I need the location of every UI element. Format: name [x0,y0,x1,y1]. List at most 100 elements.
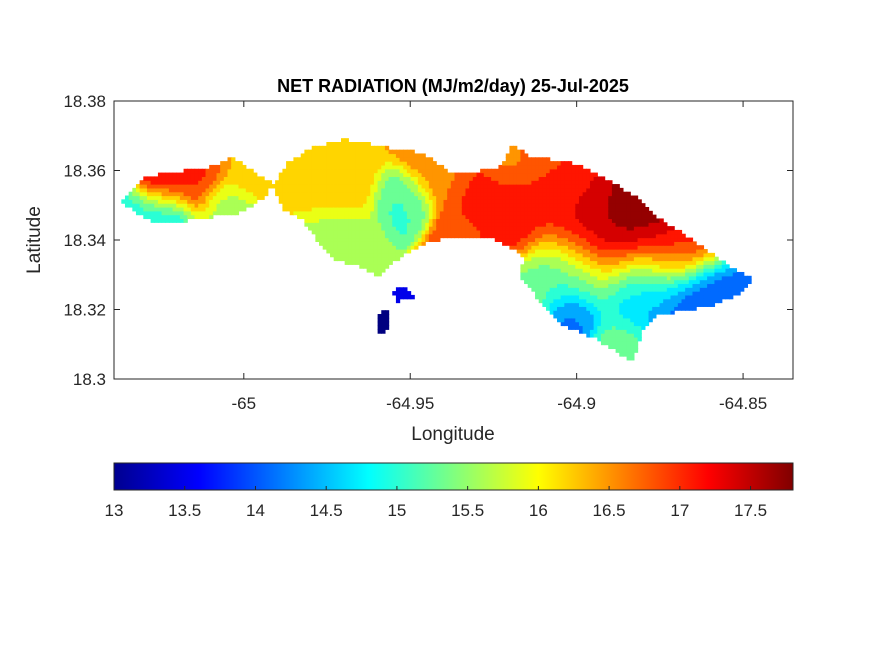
heat-cell [681,268,686,273]
heat-cell [220,206,225,212]
heat-cell [183,168,188,174]
heat-cell [227,184,232,189]
heat-cell [366,233,371,239]
heat-cell [362,260,368,265]
heat-cell [677,279,683,285]
heat-cell [663,287,668,292]
heat-cell [308,161,313,166]
heat-cell [388,222,393,227]
heat-cell [370,252,375,258]
heat-cell [168,191,174,197]
heat-cell [571,176,576,181]
heat-cell [546,195,551,200]
heat-cell [633,233,639,239]
heat-cell [439,172,445,177]
heat-cell [337,203,342,208]
heat-cell [128,195,133,200]
colorbar-tick-label: 17.5 [734,501,767,520]
heat-cell [578,233,584,239]
x-axis-ticks: -65 -64.95 -64.9 -64.85 [232,101,767,413]
heat-cell [212,172,218,177]
heat-cell [308,214,313,220]
heat-cell [165,172,170,177]
heat-cell [648,271,653,277]
heat-cell [465,222,470,227]
heat-cell [494,168,500,174]
heat-cell [527,249,532,254]
heat-cell [483,206,489,212]
heat-cell [267,184,273,189]
heat-cell [622,233,628,239]
heat-cell [619,256,624,262]
heat-cell [535,157,540,162]
heat-cell [663,306,668,311]
heat-cell [681,260,686,265]
heat-cell [553,229,558,235]
heat-cell [513,153,518,158]
heat-cell [582,191,587,197]
heat-cell [619,260,624,265]
heat-cell [608,340,613,346]
heat-cell [535,252,540,258]
heat-cell [718,279,723,285]
heat-cell [366,168,371,174]
heat-cell [406,229,412,235]
heat-cell [637,283,642,288]
heat-cell [513,218,518,223]
heat-cell [333,237,338,242]
heat-cell [688,252,694,258]
heat-cell [571,249,576,254]
heat-cell [461,199,467,204]
heat-cell [447,206,452,212]
heat-cell [381,164,386,170]
heat-cell [161,172,166,177]
heat-cell [498,195,503,200]
heat-cell [341,138,346,143]
heat-cell [659,233,664,239]
heat-cell [330,226,335,231]
heat-cell [377,153,382,158]
heat-cell [403,233,408,239]
heat-cell [630,317,635,323]
heat-cell [586,294,591,300]
heat-cell [553,306,558,311]
heat-cell [373,180,379,185]
heat-cell [469,176,474,181]
heat-cell [644,210,650,216]
heat-cell [586,283,591,288]
heat-cell [597,176,602,181]
heat-cell [557,176,562,181]
heat-cell [370,264,375,269]
heat-cell [315,199,320,204]
heat-cell [615,310,620,315]
heat-cell [465,226,470,231]
heat-cell [491,184,496,189]
heat-cell [341,226,346,231]
heat-cell [597,222,602,227]
heat-cell [663,271,668,277]
heat-cell [308,149,313,155]
heat-cell [458,176,463,181]
heat-cell [333,153,338,158]
heat-cell [176,214,181,220]
heat-cell [648,214,653,220]
heat-cell [330,199,335,204]
heat-cell [633,283,639,288]
heat-cell [377,271,382,277]
heat-cell [403,184,408,189]
heat-cell [622,283,628,288]
heat-cell [648,306,653,311]
heat-cell [399,252,404,258]
heat-cell [384,321,390,327]
heat-cell [714,291,719,296]
heat-cell [527,168,532,174]
heat-cell [619,348,624,353]
heat-cell [128,199,133,204]
heat-cell [553,199,558,204]
heat-cell [341,149,346,155]
heat-cell [568,310,573,315]
heat-cell [604,184,609,189]
heat-cell [377,314,382,319]
heat-cell [546,203,551,208]
heat-cell [154,218,159,223]
